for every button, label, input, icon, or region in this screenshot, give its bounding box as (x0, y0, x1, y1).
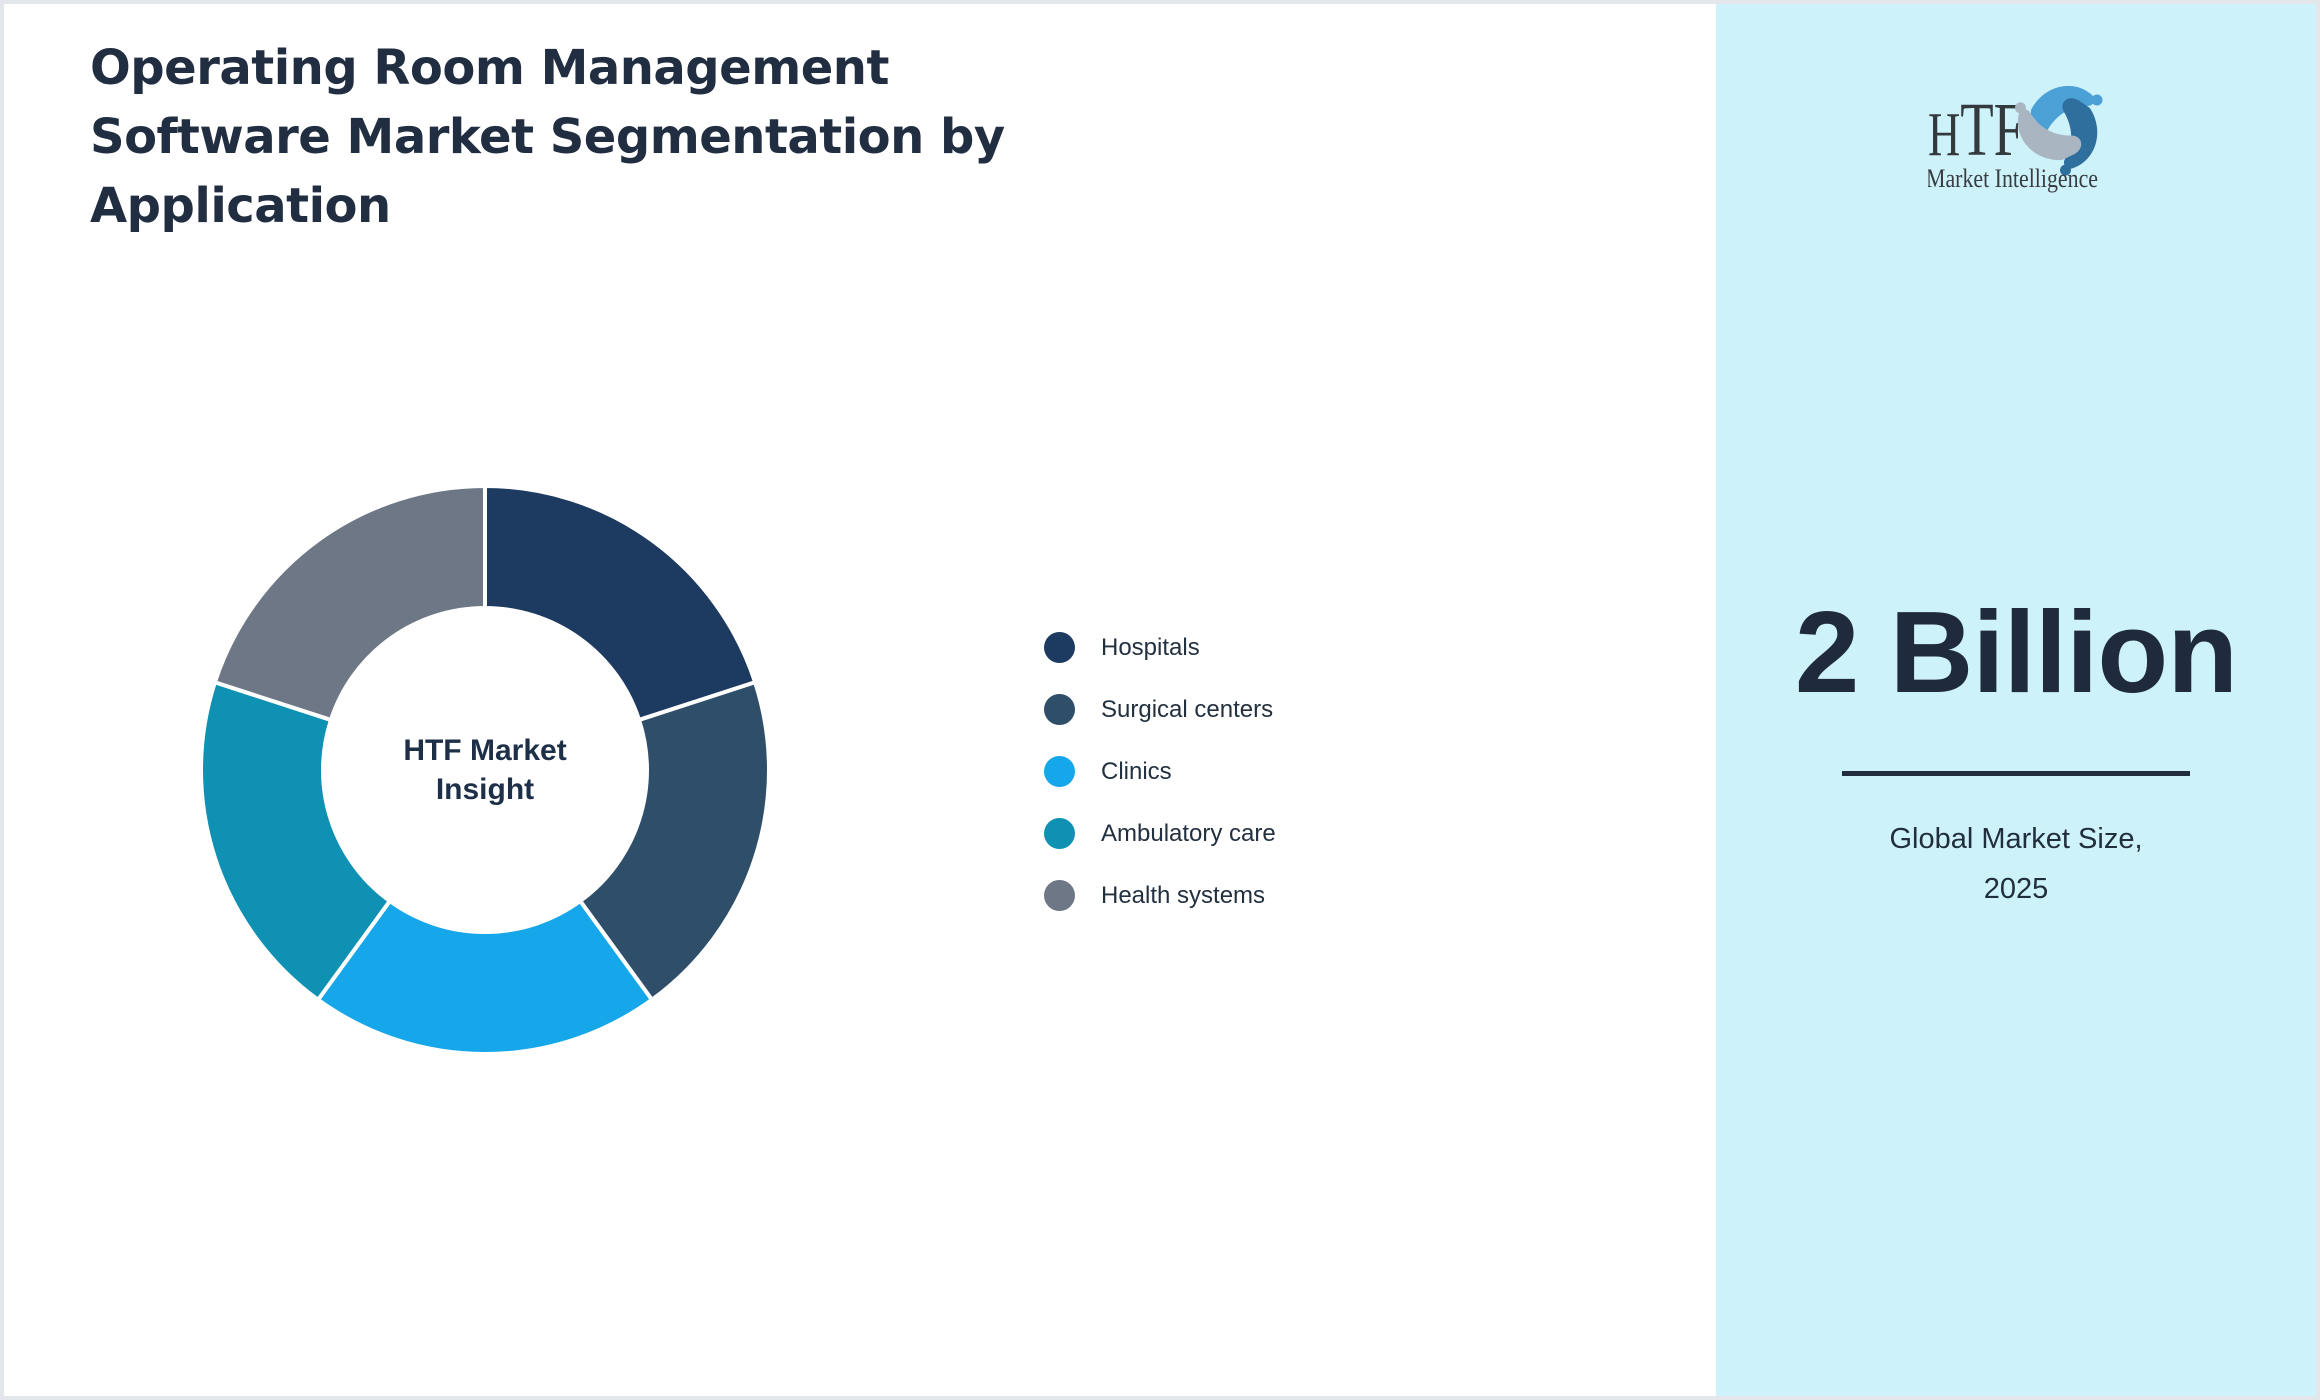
donut-center-label: HTF Market Insight (403, 731, 566, 809)
donut-segment-ambulatory-care[interactable] (199, 680, 392, 1002)
divider-line (1842, 771, 2190, 776)
side-panel: HTF Market Intelligence 2 Billion (1716, 4, 2316, 1396)
donut-segment-surgical-centers[interactable] (578, 680, 771, 1002)
legend-label-hospitals: Hospitals (1101, 633, 1200, 661)
legend-dot-surgical-centers-icon (1044, 694, 1075, 725)
legend-item-ambulatory-care[interactable]: Ambulatory care (1044, 818, 1276, 849)
htf-logo-wordmark: HTF (1928, 88, 2024, 172)
htf-logo-subtext: Market Intelligence (1928, 164, 2098, 193)
page-title-line-3: Application (90, 178, 391, 234)
legend-label-clinics: Clinics (1101, 757, 1172, 785)
donut-segment-hospitals[interactable] (483, 484, 758, 722)
legend-dot-clinics-icon (1044, 756, 1075, 787)
donut-center-label-line-2: Insight (435, 773, 535, 806)
chart-legend: Hospitals Surgical centers Clinics Ambul… (1044, 632, 1276, 911)
donut-chart (199, 484, 771, 1056)
legend-dot-health-systems-icon (1044, 880, 1075, 911)
donut-chart-container: HTF Market Insight (185, 470, 785, 1070)
market-size-caption-line-2: 2025 (1983, 873, 2049, 905)
legend-item-hospitals[interactable]: Hospitals (1044, 632, 1276, 663)
donut-segment-health-systems[interactable] (212, 484, 487, 722)
legend-dot-ambulatory-care-icon (1044, 818, 1075, 849)
dolphin-swirl-icon (2014, 86, 2103, 176)
legend-label-surgical-centers: Surgical centers (1101, 695, 1274, 723)
htf-market-intelligence-logo: HTF Market Intelligence (1928, 86, 2103, 193)
donut-segment-clinics[interactable] (316, 899, 654, 1056)
market-size-caption: Global Market Size, 2025 (1716, 814, 2316, 914)
market-size-value: 2 Billion (1794, 587, 2238, 717)
legend-label-health-systems: Health systems (1101, 881, 1266, 909)
page-title-line-1: Operating Room Management (90, 40, 889, 96)
legend-item-health-systems[interactable]: Health systems (1044, 880, 1276, 911)
svg-text:HTF: HTF (1928, 88, 2024, 172)
market-size-caption-line-1: Global Market Size, (1889, 823, 2143, 855)
legend-item-clinics[interactable]: Clinics (1044, 756, 1276, 787)
donut-center-label-line-1: HTF Market (403, 734, 567, 767)
page-title: Operating Room Management Software Marke… (90, 34, 1005, 241)
legend-label-ambulatory-care: Ambulatory care (1101, 819, 1276, 847)
legend-item-surgical-centers[interactable]: Surgical centers (1044, 694, 1276, 725)
legend-dot-hospitals-icon (1044, 632, 1075, 663)
page-title-line-2: Software Market Segmentation by (90, 109, 1005, 165)
